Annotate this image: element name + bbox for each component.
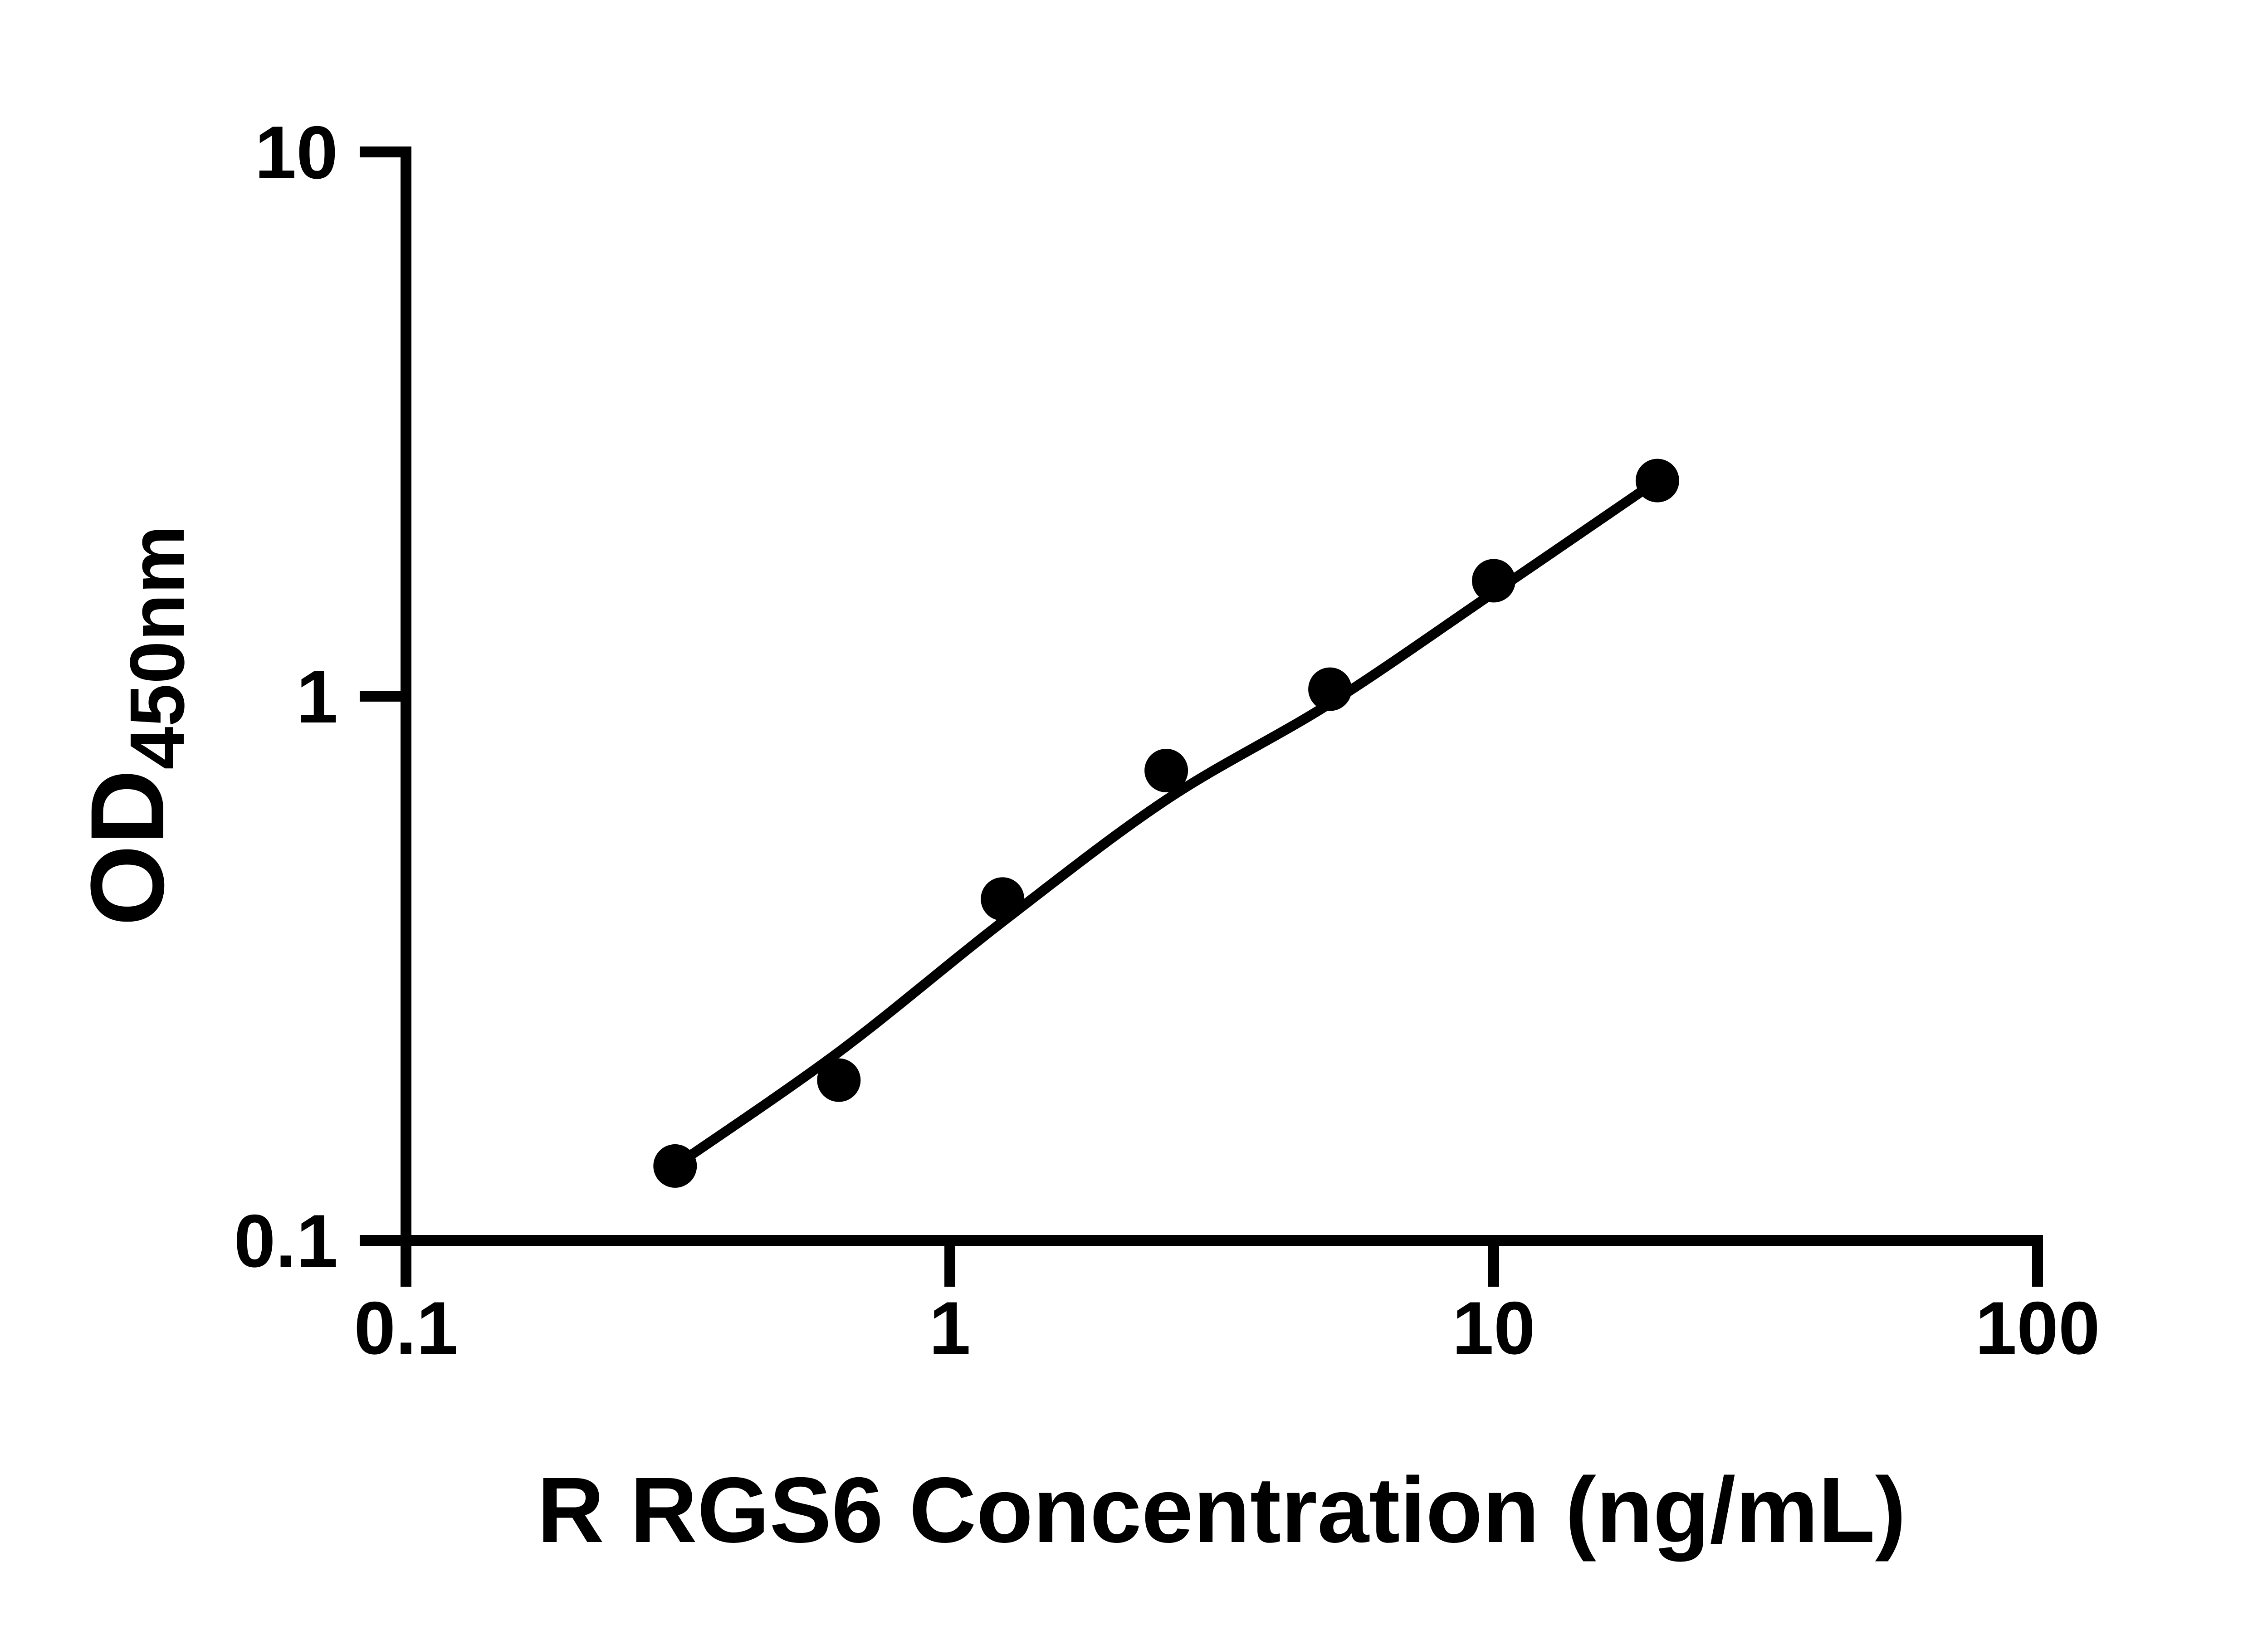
data-point (981, 877, 1025, 921)
data-point (1144, 749, 1188, 792)
y-axis-tick-label: 1 (296, 655, 338, 738)
data-point (653, 1144, 697, 1188)
data-point (1635, 459, 1679, 503)
y-axis-tick-label: 0.1 (234, 1199, 338, 1283)
y-axis-title: OD450nm (69, 525, 200, 926)
y-axis-title-subscript: 450nm (114, 525, 200, 770)
axes: 10 1 0.10.1 1 10 100 (234, 111, 2100, 1370)
data-point (1308, 667, 1352, 711)
y-axis-title-main: OD (69, 770, 186, 926)
data-point (817, 1058, 861, 1102)
x-axis-tick-label: 100 (1975, 1286, 2100, 1370)
x-axis-tick-label: 1 (929, 1286, 971, 1370)
y-axis-tick-label: 10 (254, 111, 338, 194)
plot-area (653, 459, 1679, 1188)
x-axis-tick-label: 10 (1452, 1286, 1535, 1370)
x-axis-title: R RGS6 Concentration (ng/mL) (537, 1458, 1906, 1562)
data-point (1472, 559, 1515, 603)
x-axis-tick-label: 0.1 (354, 1286, 458, 1370)
